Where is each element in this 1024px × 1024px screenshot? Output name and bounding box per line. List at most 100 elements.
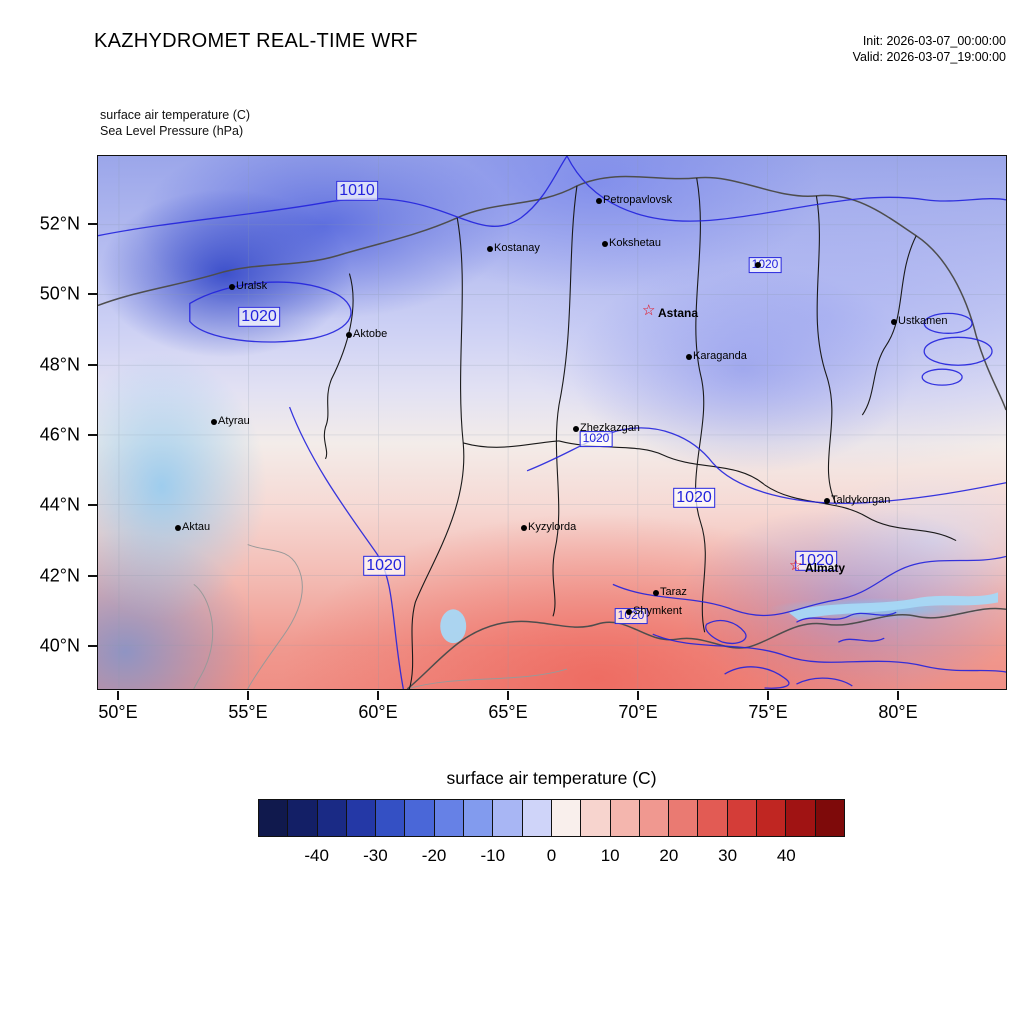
colorbar-cell — [317, 800, 347, 836]
colorbar-cell — [786, 800, 816, 836]
run-info: Init: 2026-03-07_00:00:00 Valid: 2026-03… — [853, 33, 1006, 66]
latitude-tick-label: 40°N — [39, 635, 80, 656]
lakes — [440, 592, 999, 644]
colorbar-cell — [669, 800, 699, 836]
colorbar-tick-labels: -40 -30 -20 -10 0 10 20 30 40 — [258, 846, 845, 872]
city-label: Aktobe — [353, 328, 388, 340]
latitude-tick-mark — [88, 223, 97, 225]
colorbar-cell — [581, 800, 611, 836]
city-label: Atyrau — [218, 415, 250, 427]
latitude-tick-mark — [88, 293, 97, 295]
city-label: Taldykorgan — [831, 494, 891, 506]
latitude-tick-mark — [88, 434, 97, 436]
longitude-tick-label: 60°E — [358, 702, 398, 722]
city-label: Zhezkazgan — [580, 422, 640, 434]
capital-star-icon: ☆ — [642, 302, 656, 319]
city-dot — [602, 241, 608, 247]
colorbar-cell — [464, 800, 494, 836]
city-label: Ustkamen — [898, 315, 948, 327]
pressure-contour-label: 1010 — [336, 180, 378, 202]
colorbar-cell — [434, 800, 465, 836]
colorbar-cell — [610, 800, 640, 836]
latitude-axis: 52°N 50°N 48°N 46°N 44°N 42°N 40°N — [0, 155, 97, 690]
city-dot — [755, 262, 761, 268]
city-dot — [686, 354, 692, 360]
city-label: Kyzylorda — [528, 521, 577, 533]
city-dot — [653, 590, 659, 596]
longitude-tick-mark — [767, 691, 769, 700]
latitude-tick-label: 52°N — [39, 213, 80, 234]
map-frame: 1010 1020 1020 1020 1020 1020 1020 1020 Petropav… — [97, 155, 1007, 690]
longitude-tick-label: 55°E — [228, 702, 268, 722]
city-label: Petropavlovsk — [603, 194, 673, 206]
colorbar — [258, 799, 845, 837]
city-dot — [626, 609, 632, 615]
colorbar-cell — [405, 800, 435, 836]
colorbar-tick-label: -40 — [304, 846, 329, 865]
pressure-contour-label: 1020 — [238, 306, 280, 328]
page-title: KAZHYDROMET REAL-TIME WRF — [94, 30, 418, 52]
init-time: Init: 2026-03-07_00:00:00 — [862, 34, 1006, 48]
city-dot — [229, 284, 235, 290]
colorbar-tick-label: 20 — [659, 846, 679, 865]
city-dot — [487, 246, 493, 252]
city-dot — [346, 332, 352, 338]
longitude-tick-mark — [507, 691, 509, 700]
longitude-tick-mark — [377, 691, 379, 700]
colorbar-cell — [815, 800, 844, 836]
longitude-axis: 50°E 55°E 60°E 65°E 70°E 75°E 80°E — [97, 691, 1007, 735]
colorbar-cell — [698, 800, 728, 836]
longitude-tick-label: 70°E — [618, 702, 658, 722]
capital-label: Almaty — [805, 561, 846, 575]
latitude-tick-mark — [88, 645, 97, 647]
city-dot — [891, 319, 897, 325]
latitude-tick-label: 44°N — [39, 494, 80, 515]
pressure-contour-label: 1020 — [748, 257, 782, 273]
valid-time: Valid: 2026-03-07_19:00:00 — [852, 50, 1006, 65]
colorbar-cell — [727, 800, 758, 836]
latitude-tick-label: 46°N — [39, 424, 80, 445]
city-label: Shymkent — [633, 605, 682, 617]
capital-star-icon: ☆ — [789, 557, 803, 574]
longitude-tick-mark — [247, 691, 249, 700]
longitude-tick-mark — [897, 691, 899, 700]
city-label: Uralsk — [236, 280, 268, 292]
map-labels-layer: 1010 1020 1020 1020 1020 1020 1020 1020 Petropav… — [98, 156, 1006, 689]
colorbar-cell — [757, 800, 787, 836]
city-label: Taraz — [660, 586, 687, 598]
field-labels: surface air temperature (C) Sea Level Pr… — [100, 107, 250, 140]
latitude-tick-label: 48°N — [39, 354, 80, 375]
pressure-contours — [98, 156, 1006, 689]
city-dot — [211, 419, 217, 425]
city-label: Kokshetau — [609, 237, 661, 249]
latitude-tick-mark — [88, 575, 97, 577]
colorbar-tick-label: 30 — [718, 846, 738, 865]
colorbar-tick-label: 0 — [546, 846, 557, 865]
pressure-contour-label: 1020 — [795, 550, 837, 572]
longitude-tick-label: 80°E — [878, 702, 918, 722]
city-dot — [824, 498, 830, 504]
city-dot — [521, 525, 527, 531]
field-label-temperature: surface air temperature (C) — [100, 108, 251, 122]
colorbar-cell — [522, 800, 552, 836]
city-dot — [596, 198, 602, 204]
city-label: Karaganda — [693, 350, 747, 362]
colorbar-tick-label: 10 — [600, 846, 620, 865]
latitude-tick-label: 42°N — [39, 565, 80, 586]
colorbar-cell — [259, 800, 289, 836]
longitude-tick-mark — [637, 691, 639, 700]
colorbar-tick-label: -10 — [480, 846, 506, 865]
latitude-tick-label: 50°N — [39, 283, 80, 304]
colorbar-tick-label: -20 — [421, 846, 447, 865]
map-overlay — [98, 156, 1006, 689]
colorbar-cell — [551, 800, 582, 836]
field-label-pressure: Sea Level Pressure (hPa) — [100, 124, 244, 139]
pressure-contour-label: 1020 — [579, 431, 613, 447]
capital-label: Astana — [658, 306, 699, 320]
latitude-tick-mark — [88, 504, 97, 506]
colorbar-cell — [639, 800, 670, 836]
longitude-tick-label: 65°E — [488, 702, 528, 722]
longitude-tick-mark — [117, 691, 119, 700]
colorbar-cell — [346, 800, 377, 836]
